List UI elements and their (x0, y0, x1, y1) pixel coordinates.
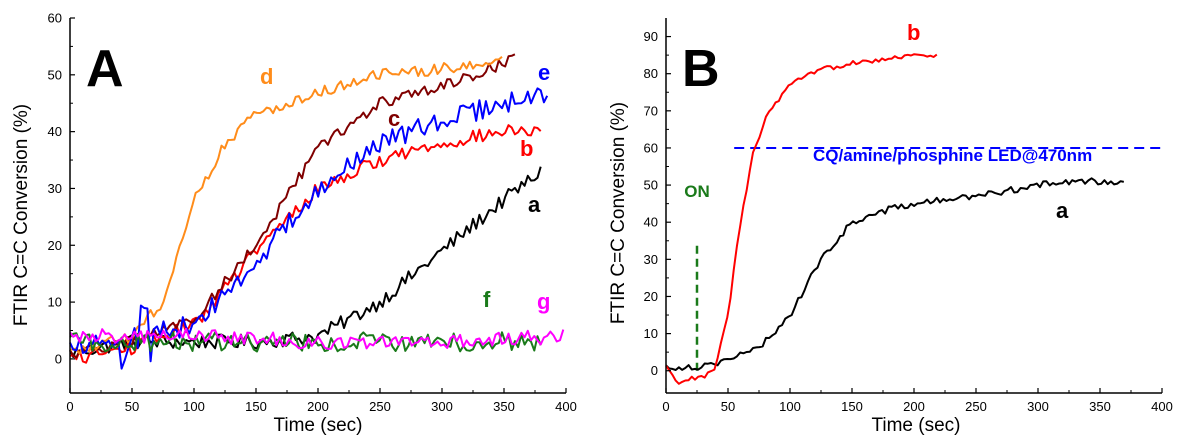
x-tick-label: 200 (903, 399, 925, 414)
curve-label-b: b (520, 136, 533, 161)
panel-b: 0 50 100 150 200 250 300 350 400 0 10 20 30 40 50 60 70 8… (608, 18, 1173, 436)
y-tick-label: 50 (644, 178, 658, 193)
y-tick-label: 10 (644, 326, 658, 341)
series-line-a (69, 166, 542, 358)
curve-label-d: d (260, 64, 273, 89)
curve-label-b-panel-b: b (907, 20, 920, 45)
curve-label-g: g (537, 289, 550, 314)
x-tick-label: 200 (307, 399, 329, 414)
panel-b-letter: B (682, 40, 720, 98)
panel-b-xlabel: Time (sec) (871, 415, 960, 436)
x-tick-label: 150 (245, 399, 267, 414)
series-line-a (665, 177, 1125, 371)
y-tick-label: 70 (644, 103, 658, 118)
y-tick-label: 20 (48, 238, 62, 253)
panel-b-axes: 0 50 100 150 200 250 300 350 400 0 10 20 30 40 50 60 70 8… (644, 18, 1173, 414)
on-annotation: ON (684, 182, 710, 201)
x-tick-label: 350 (493, 399, 515, 414)
panel-b-curves (665, 53, 1162, 385)
x-tick-label: 400 (1151, 399, 1173, 414)
x-tick-label: 50 (721, 399, 735, 414)
y-tick-label: 60 (48, 11, 62, 26)
x-tick-label: 0 (66, 399, 73, 414)
y-tick-label: 50 (48, 67, 62, 82)
curve-label-a-panel-b: a (1056, 198, 1069, 223)
x-tick-label: 50 (125, 399, 139, 414)
y-tick-label: 60 (644, 140, 658, 155)
curve-label-a: a (528, 192, 541, 217)
x-tick-label: 250 (965, 399, 987, 414)
panel-a-curves (69, 53, 565, 370)
x-tick-label: 350 (1089, 399, 1111, 414)
x-tick-label: 300 (1027, 399, 1049, 414)
series-line-f (69, 331, 542, 353)
x-tick-label: 150 (841, 399, 863, 414)
series-line-b (69, 124, 542, 364)
x-tick-label: 100 (183, 399, 205, 414)
y-tick-label: 40 (644, 215, 658, 230)
y-tick-label: 0 (651, 363, 658, 378)
x-tick-label: 400 (555, 399, 577, 414)
y-tick-label: 20 (644, 289, 658, 304)
curve-label-c: c (388, 106, 400, 131)
y-tick-label: 0 (55, 351, 62, 366)
y-tick-label: 30 (48, 181, 62, 196)
x-tick-label: 100 (779, 399, 801, 414)
panel-b-ylabel: FTIR C=C Conversion (%) (608, 102, 629, 324)
panel-a-letter: A (86, 40, 124, 98)
y-tick-label: 10 (48, 295, 62, 310)
curve-label-f: f (483, 287, 491, 312)
panel-a-ylabel: FTIR C=C Conversion (%) (11, 104, 32, 326)
y-tick-label: 80 (644, 66, 658, 81)
curve-label-e: e (538, 60, 550, 85)
series-line-b (665, 53, 938, 385)
y-tick-label: 40 (48, 124, 62, 139)
series-line-d (69, 56, 503, 355)
x-tick-label: 0 (662, 399, 669, 414)
panel-a-xlabel: Time (sec) (273, 415, 362, 436)
series-line-c (69, 53, 516, 359)
x-tick-label: 250 (369, 399, 391, 414)
y-tick-label: 90 (644, 29, 658, 44)
series-line-g (69, 327, 565, 350)
x-tick-label: 300 (431, 399, 453, 414)
y-tick-label: 30 (644, 252, 658, 267)
light-source-annotation: CQ/amine/phosphine LED@470nm (813, 146, 1092, 165)
panel-a-axes: 0 50 100 150 200 250 300 350 400 0 10 20 30 40 50 60 (48, 11, 577, 415)
